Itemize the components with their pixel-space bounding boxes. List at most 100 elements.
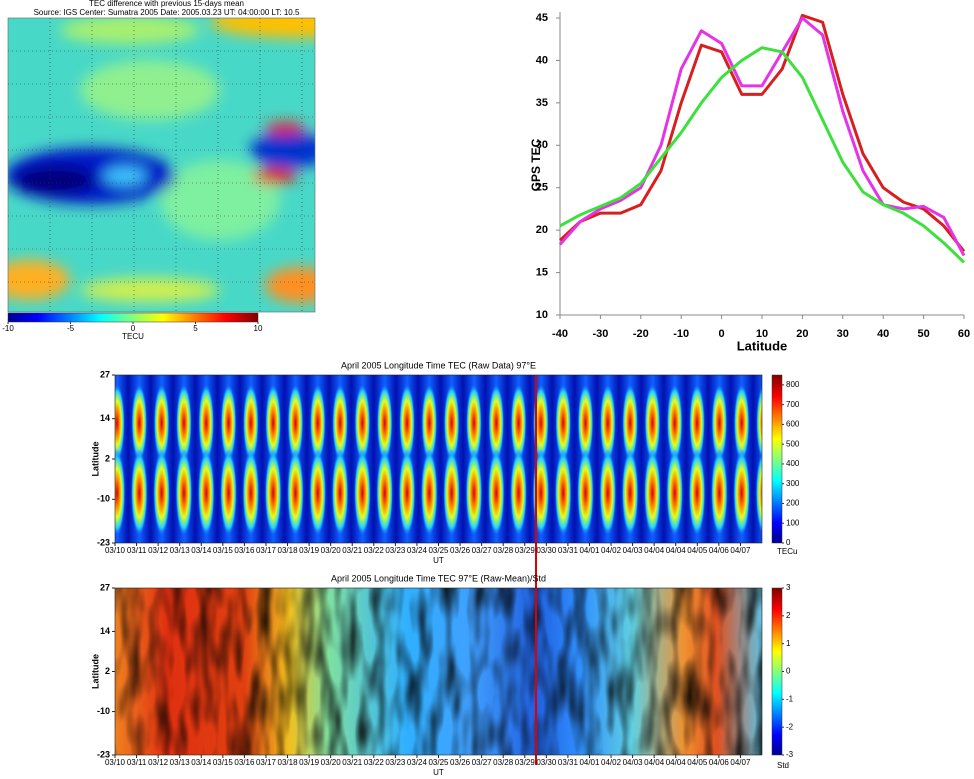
chart-title: TEC difference with previous 15-days mea…: [89, 0, 244, 8]
x-tick-label: 03/14: [191, 758, 212, 767]
x-tick-label: 03/30: [536, 546, 557, 555]
x-tick-label: 04/05: [687, 758, 708, 767]
series-line: [558, 16, 966, 257]
x-tick-label: 60: [958, 328, 970, 340]
x-tick-label: 03/10: [105, 546, 126, 555]
chart-title: April 2005 Longitude Time TEC (Raw Data)…: [341, 360, 536, 370]
x-tick-label: 03/13: [170, 546, 191, 555]
blob: [80, 278, 220, 302]
x-tick-label: 03/29: [515, 758, 536, 767]
map-frame: [7, 17, 316, 313]
x-tick-label: 04/04: [644, 758, 665, 767]
x-tick-label: 03/27: [472, 758, 493, 767]
map-graticule: [8, 18, 315, 312]
colorbar-tick-label: 3: [786, 583, 791, 592]
colorbar-tick-label: 1: [786, 639, 791, 648]
blob: [8, 260, 70, 300]
y-tick-label: 35: [536, 97, 548, 109]
series-line: [558, 13, 966, 253]
colorbar-tick-label: 10: [254, 324, 263, 333]
x-tick-label: 03/16: [234, 546, 255, 555]
colorbar-tick-label: 0: [786, 538, 791, 547]
x-tick-label: 04/01: [579, 758, 600, 767]
x-tick-label: 03/24: [407, 758, 428, 767]
x-tick-label: 03/10: [105, 758, 126, 767]
colorbar: [771, 374, 783, 544]
colorbar-tick-label: 800: [786, 380, 800, 389]
colorbar-tick-label: 5: [193, 324, 198, 333]
colorbar-tick-label: 200: [786, 499, 800, 508]
chart-title: April 2005 Longitude Time TEC 97°E (Raw-…: [331, 573, 546, 583]
colorbar: [771, 587, 783, 756]
blob: [60, 18, 200, 44]
y-tick-label: 10: [536, 309, 548, 321]
x-tick-label: 04/06: [709, 758, 730, 767]
x-tick-label: 03/19: [299, 758, 320, 767]
x-tick-label: 03/23: [385, 758, 406, 767]
colorbar-tick-label: -1: [786, 694, 794, 703]
x-tick-label: 03/11: [127, 758, 147, 767]
x-tick-label: 04/07: [730, 546, 751, 555]
y-tick-label: -23: [97, 749, 110, 759]
x-tick-label: 04/03: [623, 758, 644, 767]
x-tick-label: 04/05: [687, 546, 708, 555]
x-tick-label: 03/17: [256, 758, 277, 767]
x-tick-label: 03/20: [321, 546, 342, 555]
y-tick-label: 2: [105, 666, 110, 676]
x-tick-label: 04/04: [666, 758, 687, 767]
x-tick-label: 03/25: [428, 546, 449, 555]
x-tick-label: 03/19: [299, 546, 320, 555]
x-tick-label: 04/03: [623, 546, 644, 555]
y-tick-label: 25: [536, 182, 548, 194]
chart-subtitle: Source: IGS Center: Sumatra 2005 Date: 2…: [34, 8, 300, 17]
colorbar-tick-label: -2: [786, 722, 794, 731]
x-tick-label: 20: [796, 328, 808, 340]
x-tick-label: 03/27: [472, 546, 493, 555]
x-tick-label: 03/21: [342, 758, 363, 767]
x-tick-label: 03/17: [256, 546, 277, 555]
y-tick-label: 40: [536, 54, 548, 66]
x-tick-label: 04/07: [730, 758, 751, 767]
blob: [250, 132, 315, 168]
y-axis-label: Latitude: [90, 654, 100, 689]
x-tick-label: 04/02: [601, 758, 622, 767]
colorbar-tick-label: -10: [2, 324, 14, 333]
blob: [15, 166, 95, 194]
blob: [80, 60, 220, 120]
y-tick-label: 14: [100, 413, 110, 423]
colorbar-tick-label: 300: [786, 479, 800, 488]
y-tick-label: -10: [97, 706, 110, 716]
x-axis-label: UT: [433, 768, 444, 777]
x-tick-label: 03/13: [170, 758, 191, 767]
colorbar-tick-label: 100: [786, 518, 800, 527]
x-tick-label: -10: [673, 328, 689, 340]
blob: [103, 167, 147, 185]
y-tick-label: 30: [536, 139, 548, 151]
x-tick-label: 03/28: [493, 546, 514, 555]
colorbar-tick-label: 2: [786, 611, 791, 620]
y-tick-label: 45: [536, 12, 548, 24]
series-line: [559, 46, 966, 264]
y-axis-label: Latitude: [90, 442, 100, 477]
x-tick-label: 04/06: [709, 546, 730, 555]
y-tick-label: 27: [100, 582, 110, 592]
y-tick-label: -23: [97, 537, 110, 547]
x-axis-label: Latitude: [737, 338, 788, 353]
x-tick-label: 04/04: [666, 546, 687, 555]
raw-tec-field: [115, 375, 762, 543]
x-tick-label: 03/18: [278, 758, 299, 767]
colorbar-label: Std: [777, 761, 789, 770]
x-axis-label: UT: [433, 556, 444, 565]
x-tick-label: 03/29: [515, 546, 536, 555]
x-tick-label: 03/30: [536, 758, 557, 767]
colorbar-tick-label: -3: [786, 750, 794, 759]
map-field: [8, 18, 315, 312]
x-tick-label: 03/20: [321, 758, 342, 767]
x-tick-label: 03/21: [342, 546, 363, 555]
x-tick-label: 40: [877, 328, 889, 340]
x-tick-label: -20: [633, 328, 649, 340]
blob: [160, 160, 280, 240]
x-tick-label: 03/23: [385, 546, 406, 555]
colorbar-tick-label: 0: [131, 324, 136, 333]
